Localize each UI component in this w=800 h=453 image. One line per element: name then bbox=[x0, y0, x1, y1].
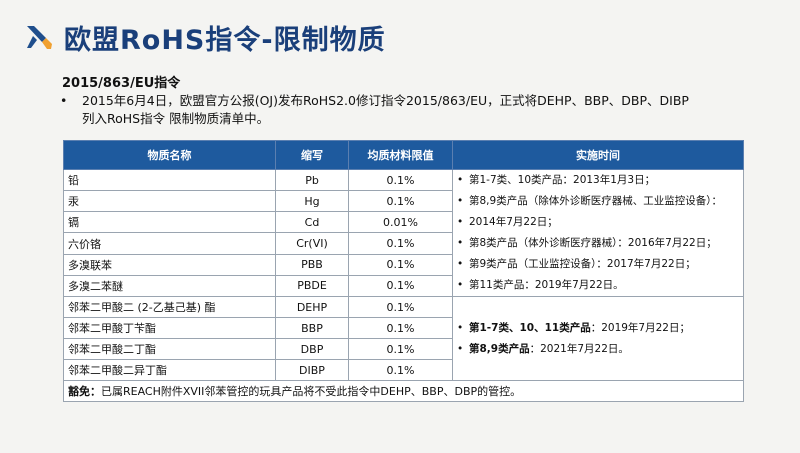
page-title: 欧盟RoHS指令-限制物质 bbox=[64, 25, 386, 56]
exemption-label: 豁免： bbox=[68, 385, 101, 398]
impl-item: 第8,9类产品（除体外诊断医疗器械、工业监控设备）： bbox=[457, 191, 739, 212]
impl-item-rest: ：2021年7月22日。 bbox=[529, 342, 629, 355]
substance-name: 镉 bbox=[63, 211, 276, 234]
impl-item: 第9类产品（工业监控设备）：2017年7月22日； bbox=[457, 254, 739, 275]
substance-abbr: PBDE bbox=[275, 274, 349, 298]
header-limit: 均质材料限值 bbox=[348, 140, 453, 170]
impl-item-rest: ：2019年7月22日； bbox=[590, 321, 690, 334]
table-row: 多溴联苯 PBB 0.1% bbox=[63, 253, 744, 276]
substance-name: 邻苯二甲酸丁苄酯 bbox=[63, 317, 276, 339]
substance-name: 铅 bbox=[63, 168, 276, 192]
impl-item: 第8,9类产品：2021年7月22日。 bbox=[457, 339, 739, 360]
bullet-dot: • bbox=[60, 93, 68, 108]
substance-abbr: BBP bbox=[275, 317, 349, 339]
directive-subtitle: 2015/863/EU指令 bbox=[62, 76, 181, 91]
substance-limit: 0.1% bbox=[348, 168, 453, 192]
impl-item-continued-text: 2014年7月22日； bbox=[469, 216, 558, 228]
substance-name: 邻苯二甲酸二异丁酯 bbox=[63, 359, 276, 381]
substance-limit: 0.1% bbox=[348, 232, 453, 255]
substance-limit: 0.1% bbox=[348, 359, 453, 381]
table-header-row: 物质名称 缩写 均质材料限值 实施时间 bbox=[63, 140, 744, 170]
header-substance: 物质名称 bbox=[63, 140, 276, 170]
table-row: 多溴二苯醚 PBDE 0.1% bbox=[63, 274, 744, 298]
substance-limit: 0.1% bbox=[348, 296, 453, 318]
header-implementation: 实施时间 bbox=[452, 140, 744, 170]
substance-name: 多溴二苯醚 bbox=[63, 274, 276, 298]
substance-abbr: PBB bbox=[275, 253, 349, 276]
substance-abbr: Pb bbox=[275, 168, 349, 192]
description-line-1: 2015年6月4日，欧盟官方公报(OJ)发布RoHS2.0修订指令2015/86… bbox=[82, 93, 689, 108]
substance-limit: 0.1% bbox=[348, 338, 453, 360]
table-row: 邻苯二甲酸二 (2-乙基己基) 酯 DEHP 0.1% 第1-7类、10、11类… bbox=[63, 296, 744, 381]
substance-limit: 0.1% bbox=[348, 274, 453, 298]
substance-name: 多溴联苯 bbox=[63, 253, 276, 276]
substance-limit: 0.1% bbox=[348, 253, 453, 276]
impl-item: 第1-7类、10、11类产品：2019年7月22日； bbox=[457, 318, 739, 339]
impl-item-bold: 第8,9类产品 bbox=[469, 342, 530, 355]
substance-name: 邻苯二甲酸二 (2-乙基己基) 酯 bbox=[63, 296, 276, 318]
substance-limit: 0.1% bbox=[348, 317, 453, 339]
substance-name: 六价铬 bbox=[63, 232, 276, 255]
exemption-row: 豁免：已属REACH附件XVII邻苯管控的玩具产品将不受此指令中DEHP、BBP… bbox=[63, 380, 744, 402]
substance-limit: 0.01% bbox=[348, 211, 453, 234]
impl-item: 第11类产品：2019年7月22日。 bbox=[457, 275, 739, 296]
crossed-tools-icon bbox=[27, 26, 52, 49]
impl-item: 第8类产品（体外诊断医疗器械）：2016年7月22日； bbox=[457, 233, 739, 254]
impl-item: 第1-7类、10类产品：2013年1月3日； bbox=[457, 170, 739, 191]
implementation-group-1: 第1-7类、10类产品：2013年1月3日； 第8,9类产品（除体外诊断医疗器械… bbox=[452, 169, 744, 297]
table-row: 镉 Cd 0.01% bbox=[63, 211, 744, 234]
impl-item-continued: 2014年7月22日； bbox=[457, 212, 739, 233]
implementation-group-2: 第1-7类、10、11类产品：2019年7月22日； 第8,9类产品：2021年… bbox=[452, 296, 744, 381]
impl-item-bold: 第1-7类、10、11类产品 bbox=[469, 321, 591, 334]
substance-name: 邻苯二甲酸二丁酯 bbox=[63, 338, 276, 360]
substance-abbr: DEHP bbox=[275, 296, 349, 318]
table-row: 铅 Pb 0.1% 第1-7类、10类产品：2013年1月3日； 第8,9类产品… bbox=[63, 168, 744, 297]
exemption-note: 豁免：已属REACH附件XVII邻苯管控的玩具产品将不受此指令中DEHP、BBP… bbox=[63, 380, 744, 402]
substance-abbr: DIBP bbox=[275, 359, 349, 381]
substance-abbr: Cr(VI) bbox=[275, 232, 349, 255]
directive-description: • 2015年6月4日，欧盟官方公报(OJ)发布RoHS2.0修订指令2015/… bbox=[60, 92, 762, 128]
table-row: 邻苯二甲酸二异丁酯 DIBP 0.1% bbox=[63, 359, 744, 381]
substance-limit: 0.1% bbox=[348, 190, 453, 213]
substance-abbr: Cd bbox=[275, 211, 349, 234]
substance-name: 汞 bbox=[63, 190, 276, 213]
exemption-text: 已属REACH附件XVII邻苯管控的玩具产品将不受此指令中DEHP、BBP、DB… bbox=[101, 385, 522, 398]
table-row: 邻苯二甲酸二丁酯 DBP 0.1% bbox=[63, 338, 744, 360]
header-abbr: 缩写 bbox=[275, 140, 349, 170]
substance-abbr: Hg bbox=[275, 190, 349, 213]
substance-abbr: DBP bbox=[275, 338, 349, 360]
description-line-2: 列入RoHS指令 限制物质清单中。 bbox=[82, 111, 270, 126]
restricted-substances-table: 物质名称 缩写 均质材料限值 实施时间 铅 Pb 0.1% 第1-7类、10类产… bbox=[63, 140, 744, 402]
